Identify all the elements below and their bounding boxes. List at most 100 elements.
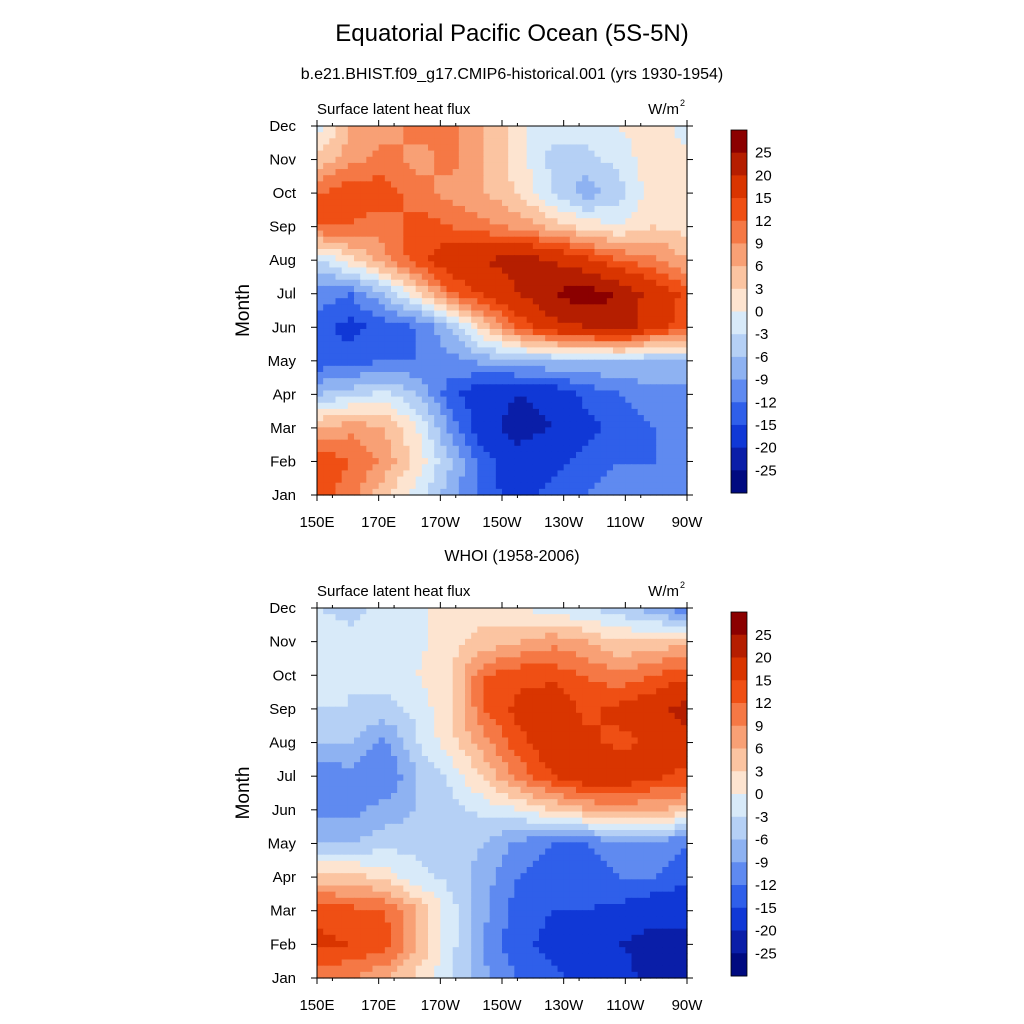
heatmap-cell [680,316,688,324]
heatmap-cell [452,138,460,146]
heatmap-cell [489,322,497,330]
heatmap-cell [341,212,349,219]
heatmap-cell [341,298,349,305]
heatmap-cell [643,725,651,732]
heatmap-cell [477,451,485,459]
heatmap-cell [576,451,583,459]
heatmap-cell [452,470,460,478]
heatmap-cell [409,365,417,373]
heatmap-cell [477,310,485,318]
heatmap-cell [384,298,392,305]
heatmap-cell [514,169,522,176]
colorbar-swatch [731,334,747,358]
heatmap-cell [360,445,367,453]
heatmap-cell [594,731,602,739]
heatmap-cell [668,445,676,453]
heatmap-cell [495,657,503,665]
heatmap-cell [372,445,380,453]
heatmap-cell [680,427,688,435]
heatmap-cell [483,132,491,139]
heatmap-cell [347,384,355,392]
heatmap-cell [650,433,657,441]
heatmap-cell [446,261,454,269]
heatmap-cell [329,396,337,404]
heatmap-cell [323,267,330,275]
heatmap-cell [471,408,478,416]
heatmap-cell [440,255,448,262]
heatmap-cell [458,230,466,238]
heatmap-cell [613,669,620,677]
heatmap-cell [656,273,663,281]
heatmap-cell [434,353,441,361]
heatmap-cell [335,267,343,275]
heatmap-cell [532,663,540,671]
heatmap-cell [674,445,682,453]
variable-label: Surface latent heat flux [317,101,471,118]
heatmap-cell [354,402,361,410]
heatmap-cell [317,181,324,189]
heatmap-cell [643,150,651,158]
heatmap-cell [539,175,546,182]
heatmap-cell [551,614,559,621]
heatmap-cell [483,347,491,355]
heatmap-cell [415,451,423,459]
heatmap-cell [341,482,349,490]
heatmap-cell [323,706,330,714]
heatmap-cell [563,328,571,336]
heatmap-cell [317,439,324,447]
heatmap-cell [446,719,454,726]
heatmap-cell [415,626,423,634]
heatmap-cell [650,292,657,299]
heatmap-cell [588,675,596,683]
heatmap-cell [674,156,682,164]
heatmap-cell [508,645,515,652]
heatmap-cell [360,285,367,293]
heatmap-cell [391,737,398,745]
heatmap-cell [384,706,392,714]
heatmap-cell [391,706,398,714]
heatmap-cell [662,488,670,496]
heatmap-cell [582,415,589,422]
heatmap-cell [545,427,552,435]
heatmap-cell [446,626,454,634]
heatmap-cell [323,224,330,232]
heatmap-cell [526,162,534,170]
heatmap-cell [409,199,417,207]
heatmap-cell [329,279,337,287]
heatmap-cell [409,298,417,305]
heatmap-cell [403,712,411,720]
heatmap-cell [428,347,435,355]
heatmap-cell [489,261,497,269]
heatmap-cell [650,421,657,428]
heatmap-cell [606,187,614,195]
heatmap-cell [656,433,663,441]
heatmap-cell [569,365,577,373]
heatmap-cell [532,347,540,355]
heatmap-cell [471,273,478,281]
heatmap-cell [508,694,515,702]
heatmap-cell [514,433,522,441]
heatmap-cell [520,396,528,404]
heatmap-cell [643,645,651,652]
heatmap-cell [637,365,645,373]
heatmap-cell [520,421,528,428]
heatmap-cell [428,638,435,646]
heatmap-cell [613,657,620,665]
heatmap-cell [471,255,478,262]
heatmap-cell [600,132,608,139]
heatmap-cell [508,205,515,213]
heatmap-cell [403,700,411,708]
heatmap-cell [434,138,441,146]
heatmap-cell [452,175,460,182]
heatmap-cell [656,402,663,410]
heatmap-cell [588,273,596,281]
heatmap-cell [458,144,466,152]
heatmap-cell [354,138,361,146]
heatmap-cell [335,712,343,720]
heatmap-cell [588,731,596,739]
heatmap-cell [415,458,423,465]
heatmap-cell [397,126,404,133]
heatmap-cell [446,230,454,238]
heatmap-cell [428,421,435,428]
heatmap-cell [502,156,509,164]
